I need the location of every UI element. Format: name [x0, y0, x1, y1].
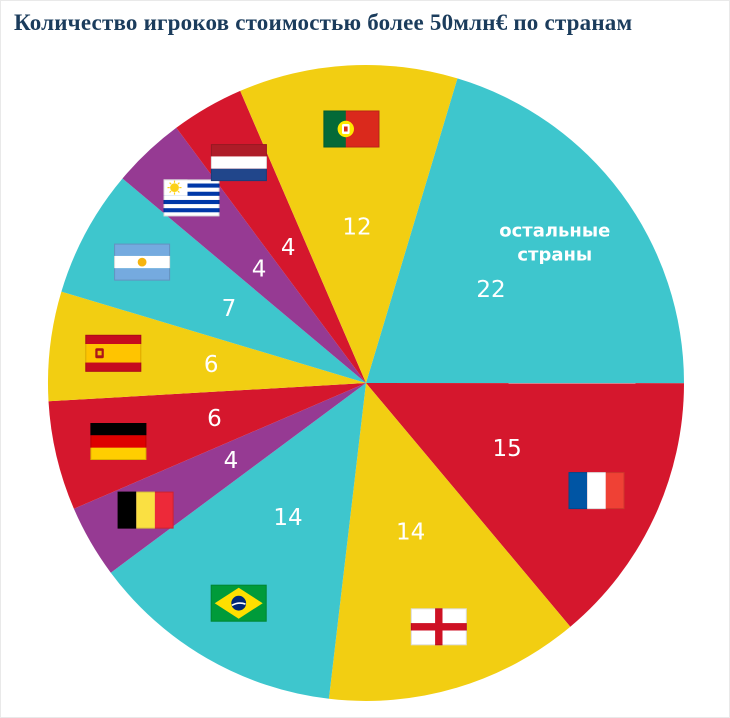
slice-text-label: остальные страны	[499, 221, 610, 266]
slice-value-label: 7	[222, 296, 237, 322]
flag-brazil-icon	[210, 584, 267, 622]
slice-value-label: 4	[224, 448, 239, 474]
slice-value-label: 6	[207, 406, 222, 432]
flag-england-icon	[410, 608, 467, 646]
pie-slice-argentina	[61, 178, 367, 383]
pie-slice-portugal	[240, 64, 458, 383]
slice-value-label: 15	[493, 436, 522, 462]
flag-argentina-icon	[114, 243, 171, 281]
pie-slice-brazil	[110, 383, 366, 699]
chart-title: Количество игроков стоимостью более 50мл…	[14, 10, 633, 35]
slice-value-label: 6	[204, 352, 219, 378]
slice-value-label: 4	[252, 257, 267, 283]
slice-value-label: 22	[476, 277, 505, 303]
slice-value-label: 4	[281, 235, 296, 261]
flag-belgium-icon	[117, 491, 174, 529]
flag-spain-icon	[85, 334, 142, 372]
slice-value-label: 12	[342, 214, 371, 240]
pie-slice-england	[328, 383, 571, 701]
slice-value-label: 14	[396, 519, 425, 545]
flag-germany-icon	[90, 423, 147, 460]
flag-france-icon	[568, 472, 625, 510]
pie-slice-others	[366, 78, 685, 384]
pie-slice-germany	[48, 383, 366, 509]
pie-slice-spain	[47, 291, 366, 402]
flag-portugal-icon	[323, 110, 380, 148]
slice-value-label: 14	[273, 505, 302, 531]
flag-netherlands-icon	[210, 144, 267, 182]
pie-slice-france	[366, 383, 684, 627]
flag-uruguay-icon	[163, 179, 220, 217]
